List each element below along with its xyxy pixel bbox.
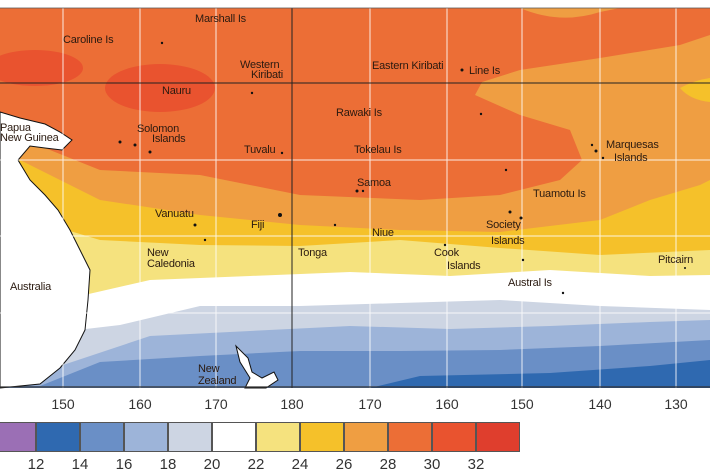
lon-tick: 170 bbox=[204, 396, 228, 412]
legend-label: 26 bbox=[335, 456, 353, 473]
place-label-niue: Niue bbox=[372, 227, 394, 239]
place-label-png-1: Papua bbox=[0, 122, 31, 134]
place-label-nauru: Nauru bbox=[162, 85, 191, 97]
place-label-cook-1: Cook bbox=[434, 247, 459, 259]
place-label-new-zealand-1: New bbox=[198, 363, 220, 375]
legend-swatch bbox=[124, 422, 168, 452]
lon-tick: 150 bbox=[510, 396, 534, 412]
place-label-new-caledonia-1: New bbox=[147, 247, 169, 259]
legend-label: 18 bbox=[159, 456, 177, 473]
place-label-cook-2: Islands bbox=[447, 260, 481, 272]
place-label-tuvalu: Tuvalu bbox=[244, 144, 276, 156]
place-label-tokelau: Tokelau Is bbox=[354, 144, 402, 156]
legend-swatch bbox=[256, 422, 300, 452]
legend-swatch bbox=[80, 422, 124, 452]
place-label-solomon-1: Solomon bbox=[137, 123, 180, 135]
place-label-marshall: Marshall Is bbox=[195, 13, 246, 25]
band-30-32-west bbox=[0, 50, 83, 86]
legend-label: 30 bbox=[423, 456, 441, 473]
lon-tick: 130 bbox=[664, 396, 688, 412]
legend-label: 12 bbox=[27, 456, 45, 473]
band-24-26-east bbox=[680, 78, 710, 102]
legend-label: 16 bbox=[115, 456, 133, 473]
legend-swatch bbox=[476, 422, 520, 452]
legend-label: 20 bbox=[203, 456, 221, 473]
legend-swatch bbox=[388, 422, 432, 452]
place-label-png-2: New Guinea bbox=[0, 132, 59, 144]
legend-swatch bbox=[212, 422, 256, 452]
legend-label: 22 bbox=[247, 456, 265, 473]
place-label-rawaki: Rawaki Is bbox=[336, 107, 382, 119]
legend-label: 32 bbox=[467, 456, 485, 473]
place-label-vanuatu: Vanuatu bbox=[155, 208, 194, 220]
place-label-samoa: Samoa bbox=[357, 177, 391, 189]
lon-tick: 140 bbox=[588, 396, 612, 412]
place-label-tonga: Tonga bbox=[298, 247, 327, 259]
place-label-line: Line Is bbox=[469, 65, 501, 77]
graticule bbox=[0, 8, 710, 388]
place-label-caroline: Caroline Is bbox=[63, 34, 114, 46]
legend-swatch bbox=[0, 422, 36, 452]
place-label-pitcairn: Pitcairn bbox=[658, 254, 694, 266]
island-dots bbox=[118, 41, 686, 295]
place-label-fiji: Fiji bbox=[251, 219, 265, 231]
place-label-western-kiribati-2: Kiribati bbox=[251, 69, 284, 81]
legend-label: 24 bbox=[291, 456, 309, 473]
place-label-eastern-kiribati: Eastern Kiribati bbox=[372, 60, 444, 72]
band-30-32-nauru bbox=[105, 64, 215, 112]
place-label-solomon-2: Islands bbox=[152, 133, 186, 145]
band-12-14 bbox=[370, 360, 710, 388]
lon-tick: 150 bbox=[51, 396, 75, 412]
legend-swatch bbox=[432, 422, 476, 452]
place-label-austral: Austral Is bbox=[508, 277, 552, 289]
place-label-new-caledonia-2: Caledonia bbox=[147, 258, 195, 270]
place-label-tuamotu: Tuamotu Is bbox=[533, 188, 586, 200]
legend-swatch bbox=[36, 422, 80, 452]
place-label-society-2: Islands bbox=[491, 235, 525, 247]
lon-tick: 170 bbox=[358, 396, 382, 412]
lon-tick: 160 bbox=[128, 396, 152, 412]
place-label-new-zealand-2: Zealand bbox=[198, 375, 237, 387]
legend-label: 28 bbox=[379, 456, 397, 473]
sea-surface-temperature-map bbox=[0, 7, 710, 389]
australia-png-landmass bbox=[0, 111, 91, 389]
place-label-marquesas-1: Marquesas bbox=[606, 139, 659, 151]
new-zealand-landmass bbox=[235, 344, 279, 389]
lon-tick: 180 bbox=[280, 396, 304, 412]
legend-swatch bbox=[168, 422, 212, 452]
legend-label: 14 bbox=[71, 456, 89, 473]
legend-swatch bbox=[300, 422, 344, 452]
place-label-western-kiribati-1: Western bbox=[240, 59, 280, 71]
band-26-28-top bbox=[520, 8, 620, 18]
lon-tick: 160 bbox=[435, 396, 459, 412]
place-label-marquesas-2: Islands bbox=[614, 152, 648, 164]
place-label-society-1: Society bbox=[486, 219, 521, 231]
legend-swatch bbox=[344, 422, 388, 452]
place-label-australia: Australia bbox=[10, 281, 51, 293]
